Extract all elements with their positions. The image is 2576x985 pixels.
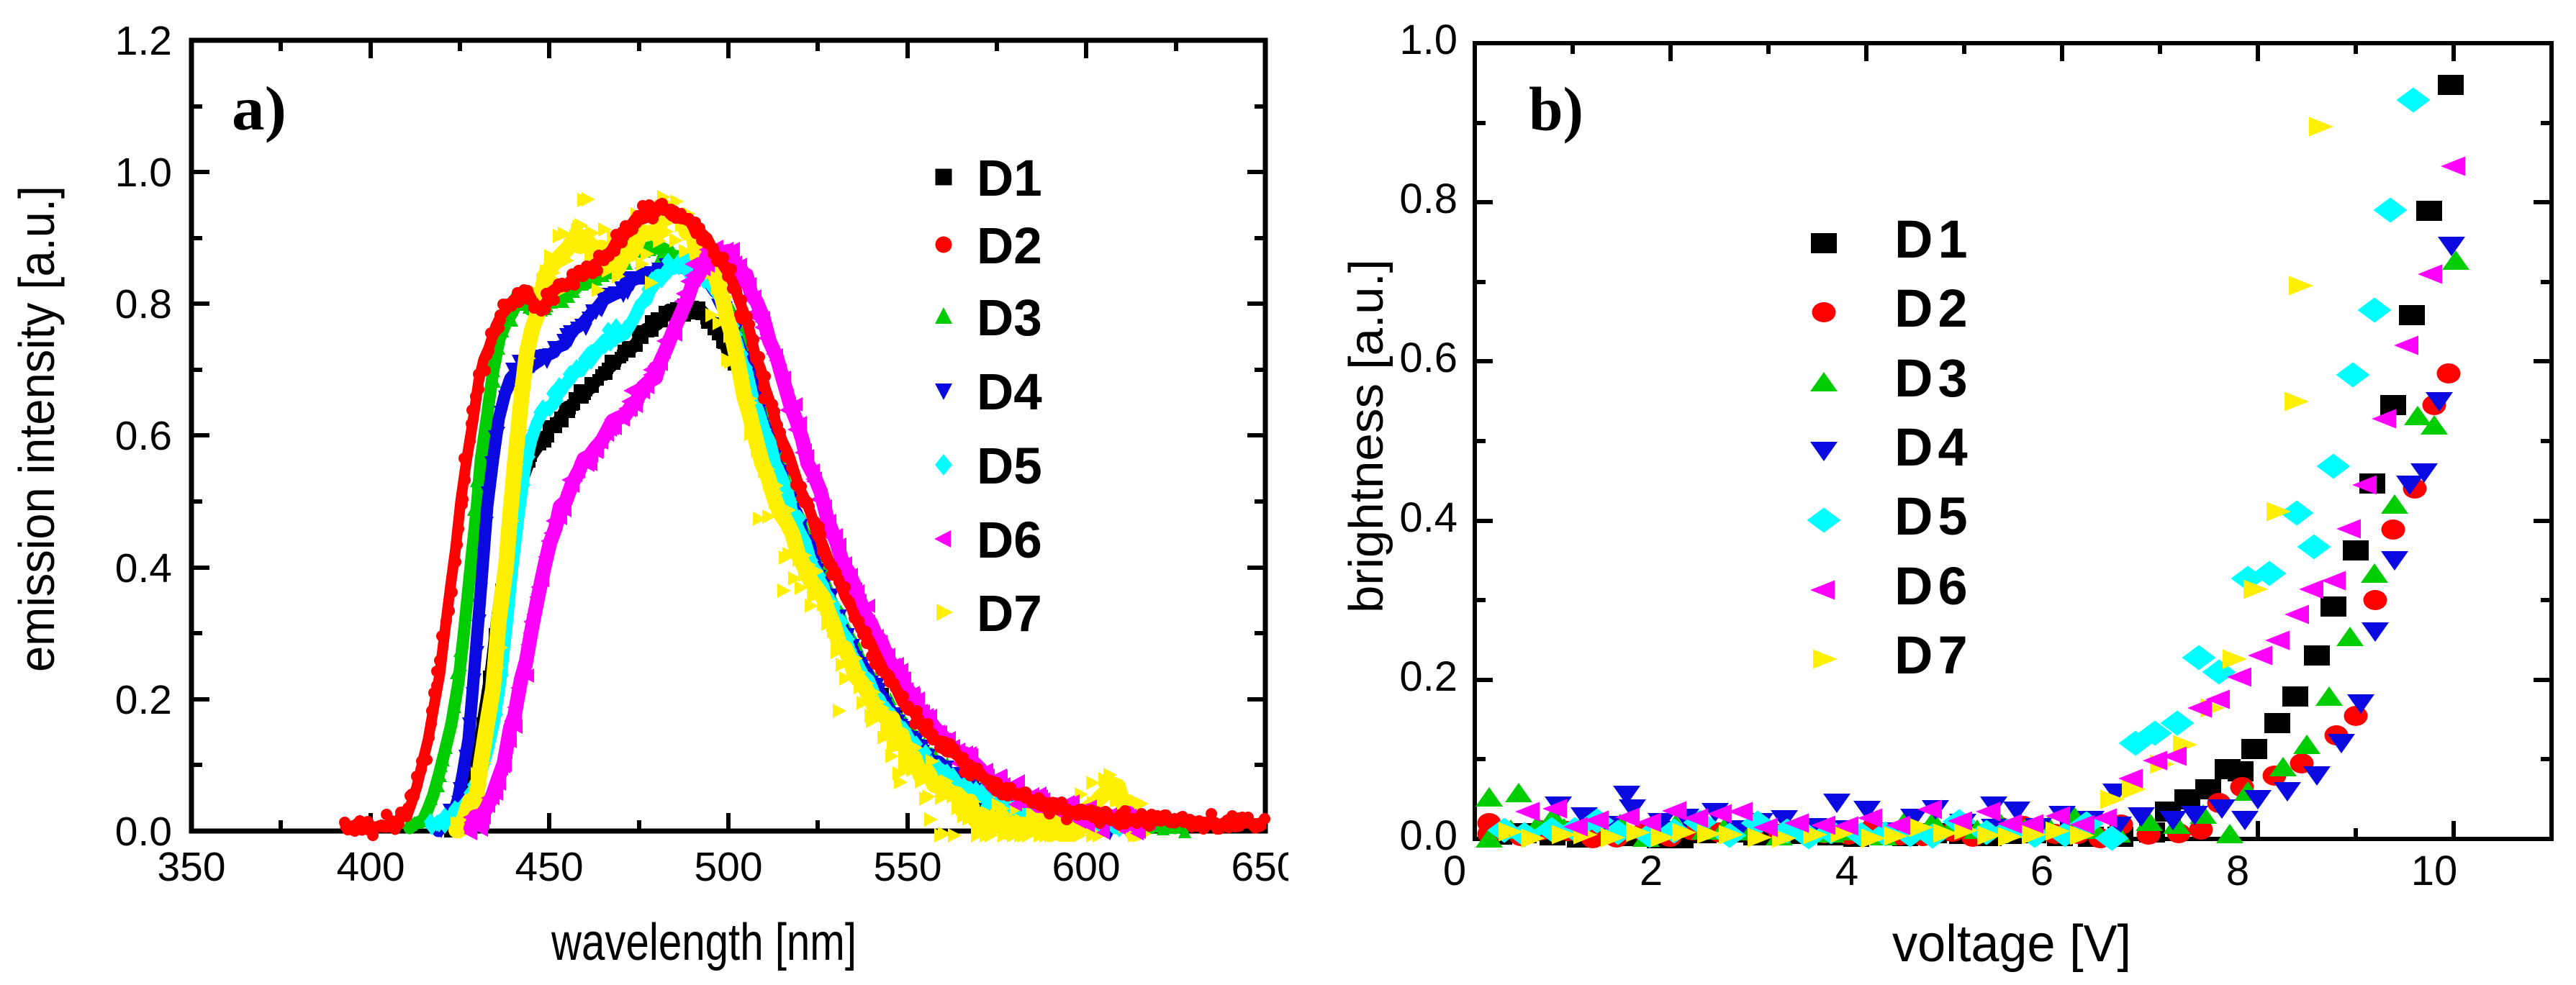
svg-text:emission intensity [a.u.]: emission intensity [a.u.] (9, 186, 65, 672)
svg-text:D7: D7 (1894, 625, 1973, 685)
svg-text:0.2: 0.2 (115, 677, 172, 723)
svg-text:D3: D3 (1894, 348, 1973, 408)
svg-text:0.4: 0.4 (115, 545, 172, 591)
svg-text:0.4: 0.4 (1399, 494, 1458, 541)
svg-text:6: 6 (2030, 848, 2053, 894)
svg-text:0.6: 0.6 (115, 413, 172, 459)
svg-text:4: 4 (1835, 848, 1858, 894)
svg-text:wavelength [nm]: wavelength [nm] (551, 914, 857, 971)
svg-text:D2: D2 (977, 218, 1042, 275)
svg-text:1.0: 1.0 (1399, 17, 1458, 63)
svg-text:2: 2 (1640, 848, 1663, 894)
svg-text:350: 350 (157, 844, 225, 890)
svg-text:voltage [V]: voltage [V] (1892, 915, 2131, 973)
svg-text:0.6: 0.6 (1399, 335, 1458, 381)
svg-text:0.8: 0.8 (115, 281, 172, 327)
svg-text:400: 400 (336, 844, 405, 890)
svg-text:0.8: 0.8 (1399, 176, 1458, 222)
svg-text:0.2: 0.2 (1399, 653, 1458, 700)
svg-text:8: 8 (2226, 848, 2249, 894)
svg-text:0: 0 (1443, 848, 1466, 894)
svg-text:1.0: 1.0 (115, 150, 172, 196)
svg-text:D3: D3 (977, 290, 1042, 347)
svg-text:D1: D1 (1894, 209, 1973, 269)
svg-text:10: 10 (2411, 848, 2458, 894)
svg-text:0.0: 0.0 (1399, 812, 1458, 859)
svg-text:D1: D1 (977, 150, 1042, 207)
svg-text:D2: D2 (1894, 278, 1973, 338)
svg-text:650: 650 (1231, 844, 1299, 890)
svg-text:600: 600 (1052, 844, 1120, 890)
svg-text:0.0: 0.0 (115, 809, 172, 855)
svg-text:D5: D5 (1894, 486, 1973, 546)
svg-text:D5: D5 (977, 438, 1042, 495)
svg-text:b): b) (1529, 74, 1583, 144)
svg-text:550: 550 (873, 844, 941, 890)
svg-text:brightness [a.u.]: brightness [a.u.] (1339, 259, 1393, 613)
svg-text:D6: D6 (977, 512, 1042, 569)
svg-text:500: 500 (694, 844, 762, 890)
svg-text:1.2: 1.2 (115, 18, 172, 64)
svg-text:D4: D4 (977, 364, 1042, 421)
svg-text:D4: D4 (1894, 417, 1973, 477)
svg-text:D7: D7 (977, 586, 1042, 643)
svg-text:450: 450 (515, 844, 583, 890)
svg-text:a): a) (232, 73, 286, 143)
svg-text:D6: D6 (1894, 556, 1973, 616)
